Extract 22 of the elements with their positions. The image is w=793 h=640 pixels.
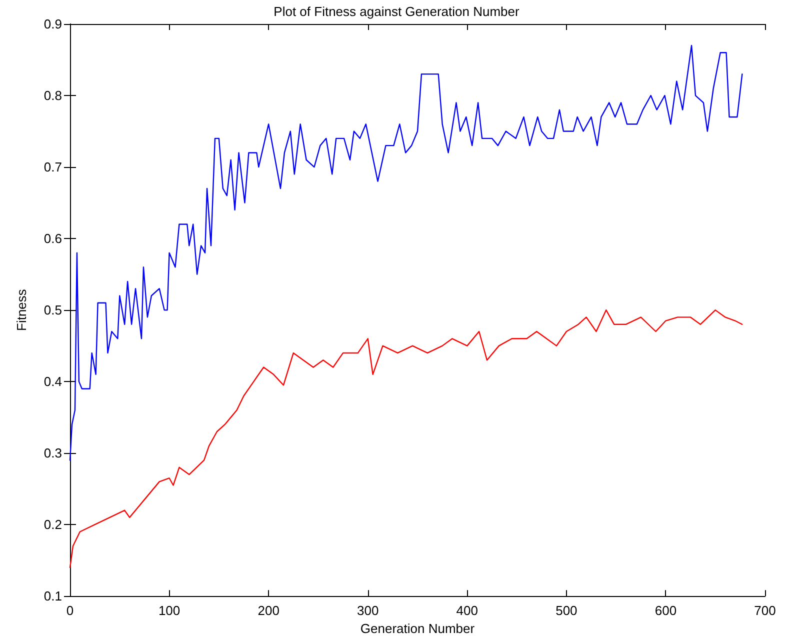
x-tick-label: 200 — [258, 603, 280, 618]
x-tick-label: 700 — [754, 603, 776, 618]
y-tick-label: 0.4 — [44, 374, 62, 390]
y-tick-label: 0.2 — [44, 517, 62, 532]
y-tick-label: 0.7 — [44, 160, 62, 175]
x-tick-label: 100 — [158, 603, 180, 618]
x-axis-title: Generation Number — [360, 621, 476, 636]
chart-title: Plot of Fitness against Generation Number — [274, 4, 520, 19]
y-tick-label: 0.3 — [44, 446, 62, 461]
y-tick-label: 0.6 — [44, 231, 62, 246]
x-tick-label: 300 — [357, 603, 379, 618]
y-tick-label: 0.9 — [44, 16, 62, 32]
line-series — [69, 44, 743, 461]
y-axis-title: Fitness — [14, 288, 29, 332]
x-tick-label: 500 — [556, 603, 578, 618]
y-tick-label: 0.8 — [44, 88, 62, 104]
x-tick-label: 600 — [654, 603, 677, 618]
line-series — [69, 309, 743, 568]
y-tick-label: 0.1 — [44, 588, 62, 604]
x-tick-label: 0 — [66, 603, 74, 618]
x-tick-label: 400 — [456, 603, 478, 618]
y-tick-label: 0.5 — [44, 302, 62, 318]
